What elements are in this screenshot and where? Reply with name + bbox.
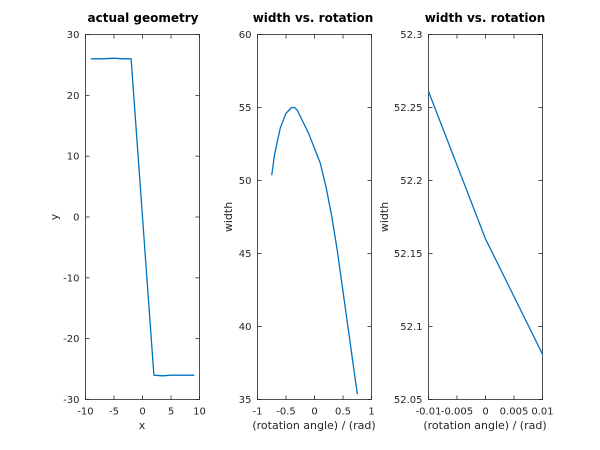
y-tick-label: 52.15 [394,249,423,260]
plot-frame [257,34,372,400]
x-tick-label: -0.01 [416,407,442,418]
panel-title: width vs. rotation [253,11,374,25]
x-tick-label: 1 [368,407,374,418]
y-tick-label: 55 [239,103,252,114]
y-axis-label: y [48,213,61,220]
x-tick-label: -0.005 [441,407,473,418]
y-tick-label: 52.3 [400,30,422,41]
y-tick-label: 50 [239,176,252,187]
panel-title: width vs. rotation [425,11,546,25]
y-tick-label: 45 [239,249,252,260]
y-tick-label: 20 [67,91,80,102]
x-tick-label: 10 [193,407,206,418]
y-tick-label: 30 [67,30,80,41]
series-line [90,57,195,377]
y-tick-label: 52.1 [400,322,422,333]
y-tick-label: 10 [67,152,80,163]
x-axis-label: x [139,419,146,432]
x-tick-label: -1 [253,407,263,418]
series-line [271,106,358,395]
y-tick-label: 40 [239,322,252,333]
y-axis-label: width [222,202,235,232]
x-tick-label: 0 [139,407,145,418]
x-tick-label: 0.01 [531,407,553,418]
x-tick-label: 0 [311,407,317,418]
plot-frame [428,34,543,400]
y-tick-label: 52.05 [394,395,423,406]
y-tick-label: 52.25 [394,103,423,114]
y-tick-label: 0 [73,213,79,224]
y-tick-label: 35 [239,395,252,406]
y-axis-label: width [378,202,391,232]
y-tick-label: 52.2 [400,176,422,187]
y-tick-label: 60 [239,30,252,41]
x-tick-label: -5 [109,407,119,418]
x-axis-label: (rotation angle) / (rad) [423,419,546,432]
x-tick-label: -0.5 [276,407,296,418]
y-tick-label: -10 [63,273,79,284]
x-tick-label: -10 [77,407,93,418]
x-tick-label: 5 [168,407,174,418]
panel-width-vs-rotation-zoom: width vs. rotation (rotation angle) / (r… [378,11,554,432]
series-line [427,90,544,355]
y-tick-label: -30 [63,395,79,406]
x-tick-label: 0.5 [335,407,351,418]
panel-title: actual geometry [88,11,199,25]
panel-width-vs-rotation: width vs. rotation (rotation angle) / (r… [222,11,376,432]
panel-actual-geometry: actual geometry x y -10 -5 0 5 10 -30 -20 -10 0 1… [48,11,206,432]
x-tick-label: 0 [482,407,488,418]
y-tick-label: -20 [63,334,79,345]
x-axis-label: (rotation angle) / (rad) [252,419,375,432]
x-tick-label: 0.005 [500,407,529,418]
